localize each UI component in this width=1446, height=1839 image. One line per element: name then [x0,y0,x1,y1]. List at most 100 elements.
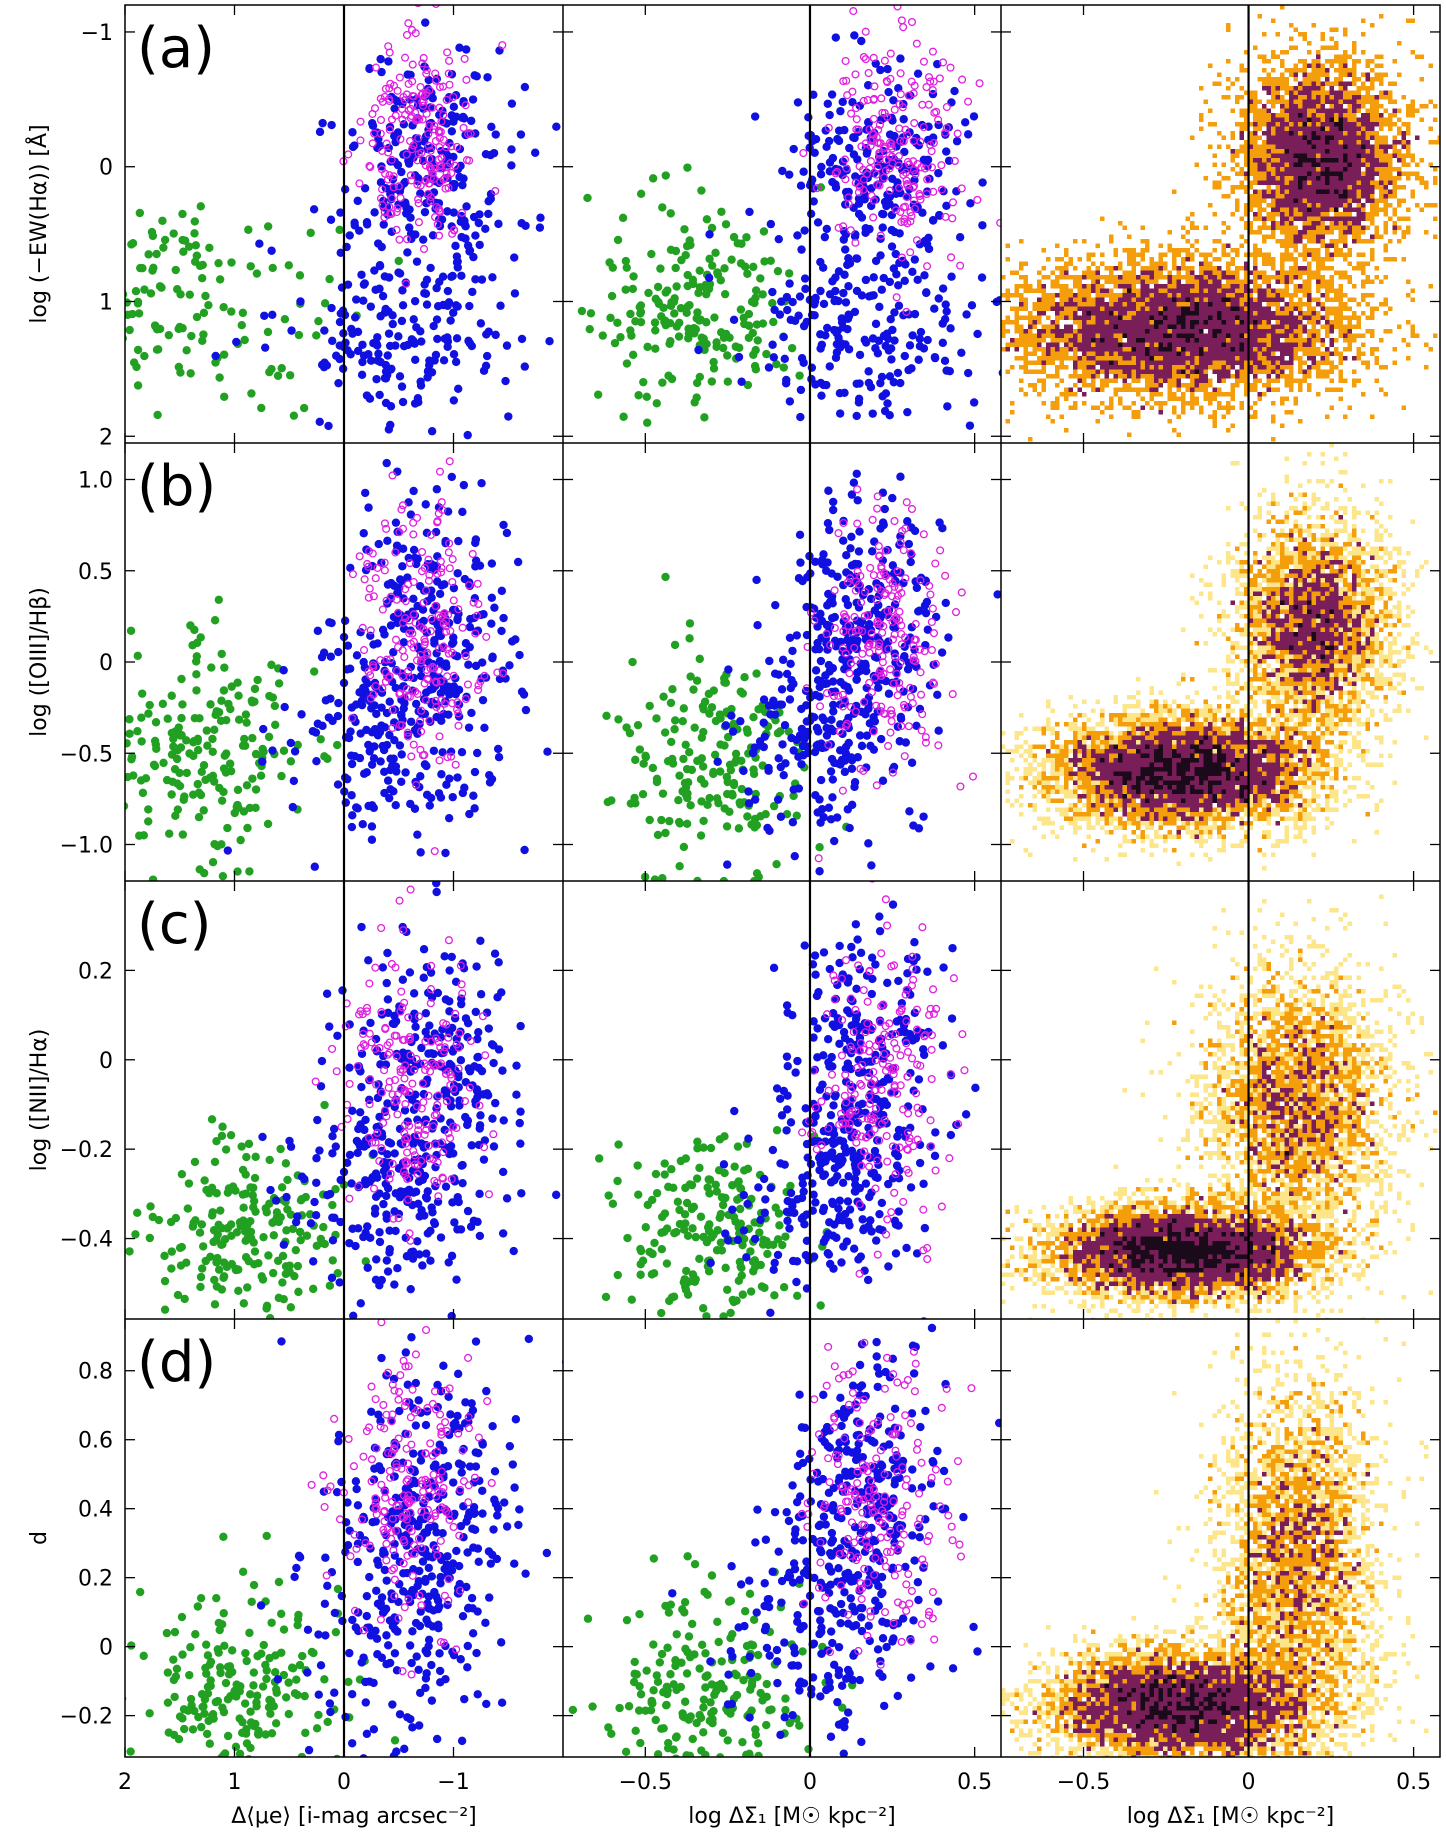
density-bin [1334,167,1339,172]
point-green [689,279,698,289]
density-bin [1019,378,1024,383]
density-bin [1298,207,1303,212]
point-magenta [854,188,863,197]
density-bin [1172,428,1177,433]
point-green [219,350,229,359]
density-bin [1401,122,1406,127]
density-bin [1208,122,1213,127]
density-bin [1091,311,1096,316]
density-bin [1194,351,1199,356]
density-bin [1307,275,1312,280]
density-bin [1086,365,1091,370]
point-green [214,258,223,268]
density-bin [1208,383,1213,388]
density-bin [1307,374,1312,379]
density-bin [1208,261,1213,266]
point-blue_low [957,348,966,357]
point-magenta [895,124,904,133]
density-bin [1253,302,1258,307]
density-bin [1050,293,1055,298]
density-bin [1311,140,1316,145]
point-blue_high [535,223,545,232]
density-bin [1190,315,1195,320]
density-bin [1244,360,1249,365]
density-bin [983,334,988,339]
point-magenta [421,176,430,185]
point-green [153,410,162,420]
density-bin [1361,149,1366,154]
density-bin [1374,347,1379,352]
density-bin [1190,221,1195,226]
point-blue_high [827,90,837,99]
density-bin [1248,167,1253,172]
density-bin [1329,162,1334,167]
density-bin [1320,302,1325,307]
density-bin [1100,284,1105,289]
density-bin [1226,329,1231,334]
density-bin [1428,63,1433,68]
point-green [227,258,236,267]
density-bin [1257,158,1262,163]
density-bin [1095,338,1100,343]
density-bin [1091,356,1096,361]
density-bin [1289,90,1294,95]
density-bin [1316,117,1321,122]
density-bin [1244,225,1249,230]
density-bin [1293,140,1298,145]
density-bin [1235,315,1240,320]
density-bin [1320,230,1325,235]
density-bin [1199,311,1204,316]
point-green [661,288,670,297]
point-green [643,342,652,352]
point-green [73,274,81,282]
density-bin [1410,153,1415,158]
density-bin [1046,374,1051,379]
point-blue_high [978,178,987,187]
density-bin [1154,311,1159,316]
density-bin [1140,405,1145,410]
point-green [750,361,760,371]
density-bin [1311,342,1316,347]
density-bin [1064,270,1069,275]
density-bin [1145,351,1150,356]
density-bin [1275,144,1280,149]
density-bin [1023,351,1028,356]
density-bin [1316,149,1321,154]
density-bin [1401,144,1406,149]
point-green [54,257,62,265]
density-bin [1131,378,1136,383]
density-bin [1109,306,1114,311]
density-bin [1316,266,1321,271]
point-magenta [866,157,875,166]
point-magenta [910,81,919,90]
density-bin [1163,306,1168,311]
density-bin [1338,351,1343,356]
point-magenta [414,195,423,204]
density-bin [1415,176,1420,181]
density-bin [1239,63,1244,68]
point-blue_high [944,156,954,165]
density-bin [1046,293,1051,298]
density-bin [1073,284,1078,289]
density-bin [1329,198,1334,203]
density-bin [1010,401,1015,406]
density-bin [1239,131,1244,136]
density-bin [1158,383,1163,388]
density-bin [1343,207,1348,212]
density-bin [1217,275,1222,280]
density-bin [1325,306,1330,311]
point-blue_low [916,327,926,337]
density-bin [1203,365,1208,370]
density-bin [1325,149,1330,154]
density-bin [1230,108,1235,113]
density-bin [1257,333,1262,338]
density-bin [1100,311,1105,316]
density-bin [1104,405,1109,410]
point-green [628,284,638,294]
density-bin [1325,194,1330,199]
density-bin [1154,297,1159,302]
point-blue_low [370,266,379,275]
density-bin [1109,302,1114,307]
point-blue_low [504,412,513,421]
density-bin [1320,158,1325,163]
